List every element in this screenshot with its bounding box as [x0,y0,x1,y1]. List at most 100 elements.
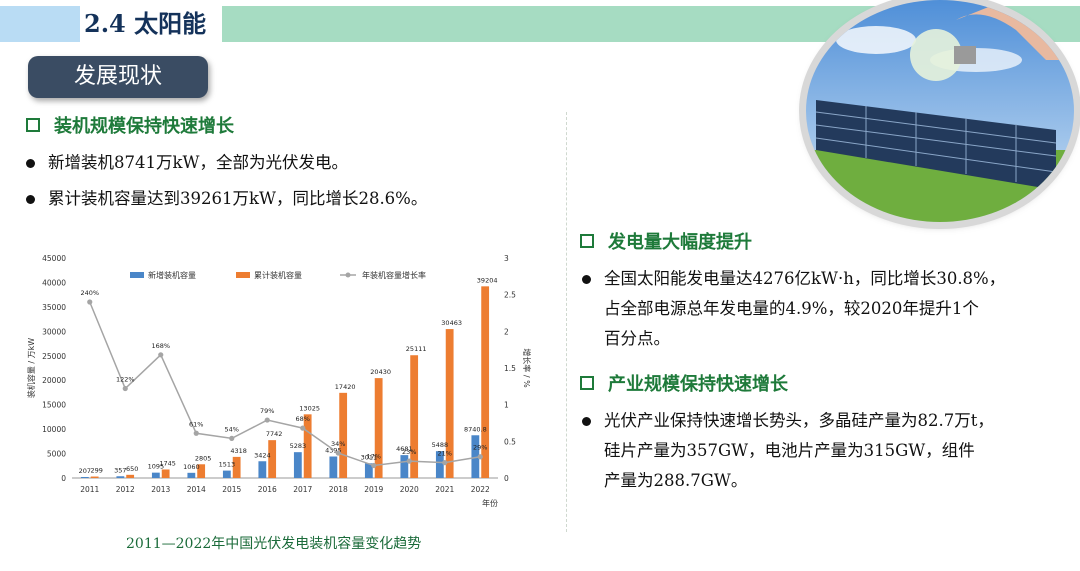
point-rate [300,425,306,431]
x-tick-label: 2015 [222,485,241,494]
y2-tick-label: 3 [504,254,509,263]
bar-new [151,472,160,478]
value-label-rate: 34% [331,440,345,448]
bar-cumulative [374,378,383,478]
bar-new [329,456,338,478]
heading-install-growth: 装机规模保持快速增长 [26,112,234,138]
y-tick-label: 40000 [42,278,66,287]
bar-new [293,452,302,478]
value-label-rate: 122% [116,376,135,384]
bar-cumulative [197,464,206,478]
legend-label-new: 新增装机容量 [148,270,196,280]
point-rate [122,385,128,392]
value-label-rate: 68% [296,415,310,423]
x-tick-label: 2013 [151,485,170,494]
value-label-cumulative: 2805 [195,454,212,462]
x-tick-label: 2018 [329,485,348,494]
y-tick-label: 25000 [42,352,66,361]
heading-label: 装机规模保持快速增长 [54,116,234,137]
y-tick-label: 20000 [42,376,66,385]
chart-svg: 0 5000 10000 15000 20000 25000 30000 35000 40000… [26,254,532,508]
bar-new [364,463,373,478]
value-label-cumulative: 1745 [159,459,176,467]
value-label-cumulative: 20430 [370,368,391,376]
legend-swatch-cumulative [236,272,250,278]
bullet-line: 全国太阳能发电量达4276亿kW·h，同比增长30.8%， [604,269,1006,288]
bar-cumulative [232,456,241,478]
value-label-new: 3424 [254,451,271,459]
point-rate [477,454,483,460]
value-label-rate: 168% [151,342,170,350]
bar-cumulative [161,469,170,478]
legend-label-rate: 年装机容量增长率 [362,270,426,280]
value-label-rate: 29% [473,444,487,452]
value-label-new: 1095 [148,463,165,471]
status-badge: 发展现状 [28,56,208,98]
value-label-cumulative: 4318 [230,447,247,455]
value-label-new: 5283 [290,442,307,450]
point-rate [406,458,412,464]
value-label-cumulative: 13025 [299,404,320,412]
heading-generation: 发电量大幅度提升 [580,228,752,254]
bar-cumulative [481,286,490,478]
value-label-cumulative: 7742 [266,430,283,438]
x-tick-label: 2019 [364,485,383,494]
y2-tick-label: 1 [504,401,509,410]
bar-new [258,461,267,478]
checkbox-icon [580,376,594,390]
chart-caption: 2011—2022年中国光伏发电装机容量变化趋势 [126,536,422,552]
bar-cumulative [126,474,135,478]
bullet-dot-icon [26,159,35,168]
bullet-industry: 光伏产业保持快速增长势头，多晶硅产量为82.7万t， 硅片产量为357GW，电池… [582,406,994,496]
bullet-dot-icon [582,275,591,284]
value-label-rate: 23% [402,448,416,456]
point-rate [335,450,341,456]
y2-tick-label: 2 [504,327,509,336]
value-label-new: 207 [79,467,91,475]
x-tick-label: 2021 [435,485,454,494]
heading-label: 产业规模保持快速增长 [608,374,788,395]
heading-label: 发电量大幅度提升 [608,232,752,253]
y-tick-label: 35000 [42,303,66,312]
heading-industry: 产业规模保持快速增长 [580,370,788,396]
bar-cumulative [410,355,419,478]
legend-marker-rate [345,272,351,278]
bar-new [471,435,480,478]
y-tick-label: 15000 [42,401,66,410]
y2-tick-label: 1.5 [504,364,516,373]
solar-panel-illustration [806,0,1074,222]
bullet-line: 光伏产业保持快速增长势头，多晶硅产量为82.7万t， [604,411,994,430]
value-label-cumulative: 650 [126,465,138,473]
bullet-line: 硅片产量为357GW，电池片产量为315GW，组件 [604,441,975,460]
y-tick-label: 10000 [42,425,66,434]
value-label-new: 1513 [219,461,236,469]
value-label-cumulative: 30463 [441,319,462,327]
value-label-cumulative: 25111 [406,345,427,353]
install-capacity-chart: 0 5000 10000 15000 20000 25000 30000 35000 40000… [22,248,540,518]
bullet-line: 产量为288.7GW。 [604,471,748,490]
column-divider [566,112,567,532]
solar-panel-photo [806,0,1074,222]
checkbox-icon [580,234,594,248]
y-tick-label: 45000 [42,254,66,263]
point-rate [193,430,199,436]
bullet-new-install: 新增装机8741万kW，全部为光伏发电。 [26,148,348,178]
value-label-rate: 79% [260,407,274,415]
bullet-generation: 全国太阳能发电量达4276亿kW·h，同比增长30.8%， 占全部电源总年发电量… [582,264,1006,354]
value-label-new: 357 [114,466,126,474]
bar-new [222,470,231,478]
y2-tick-label: 0.5 [504,437,516,446]
value-label-cumulative: 17420 [335,383,356,391]
point-rate [158,352,164,358]
value-label-new: 8740.8 [464,425,487,433]
bar-new [187,472,196,478]
x-tick-label: 2020 [400,485,419,494]
value-label-cumulative: 39204 [477,276,498,284]
bullet-text: 新增装机8741万kW，全部为光伏发电。 [48,153,348,172]
point-rate [87,299,93,305]
value-label-rate: 61% [189,420,203,428]
bar-cumulative [268,440,277,478]
y2-tick-label: 0 [504,474,509,483]
bar-new [435,451,444,478]
point-rate [229,435,235,441]
